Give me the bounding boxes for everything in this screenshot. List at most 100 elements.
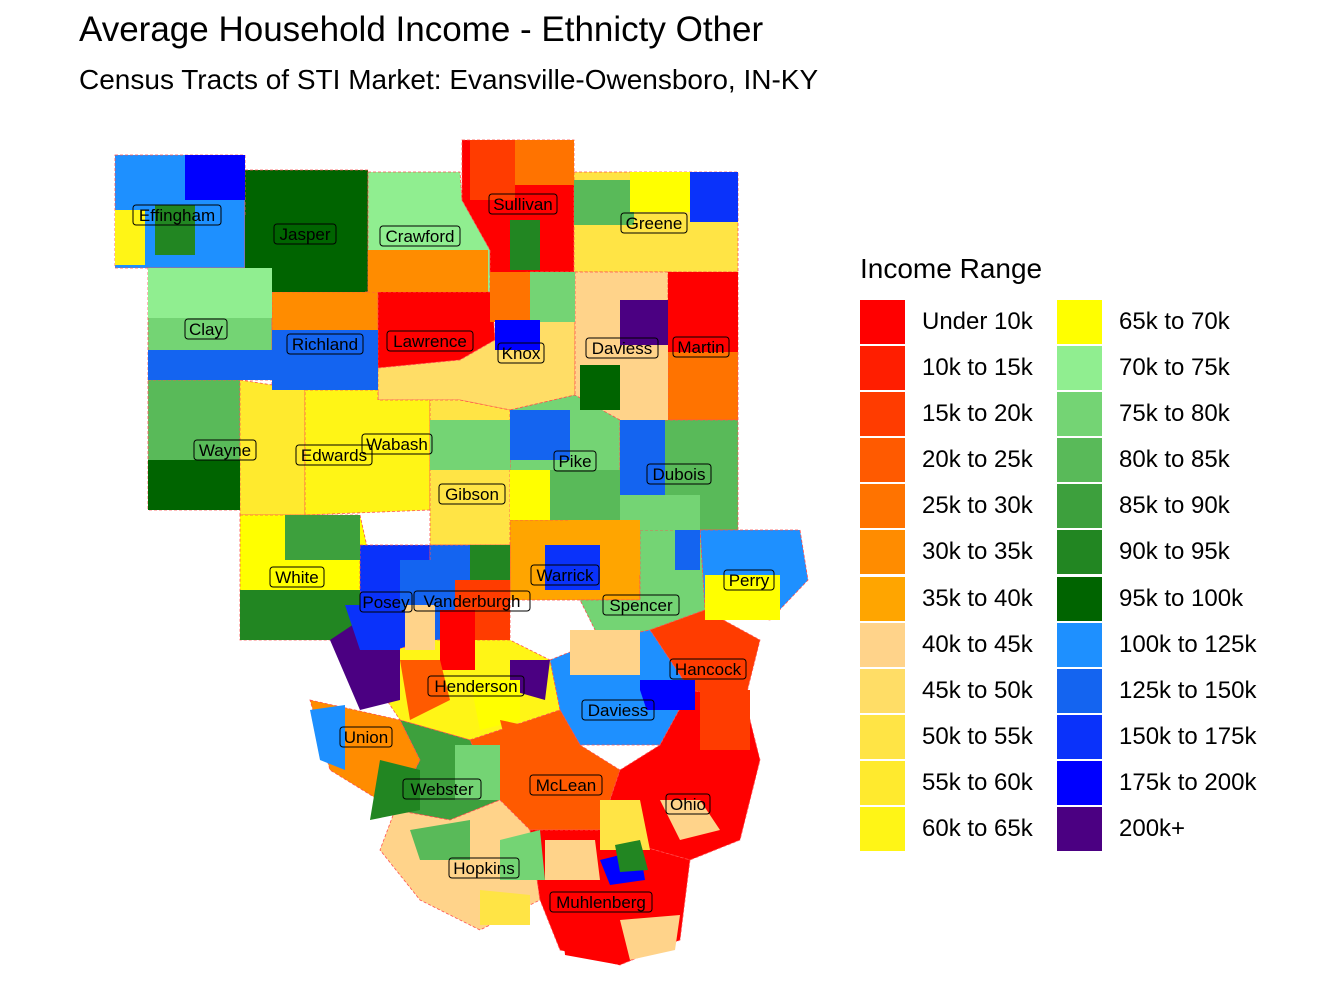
legend-label: 200k+ [1119, 815, 1186, 843]
label-white: White [269, 566, 325, 588]
svg-text:Clay: Clay [189, 320, 224, 339]
svg-text:Edwards: Edwards [301, 446, 367, 465]
svg-text:Hancock: Hancock [675, 660, 742, 679]
legend-swatch [1057, 807, 1102, 852]
legend-swatch [860, 576, 905, 621]
legend-swatch [1057, 438, 1102, 483]
legend-label: 80k to 85k [1119, 446, 1230, 474]
legend-swatch [860, 807, 905, 852]
svg-text:Crawford: Crawford [386, 227, 455, 246]
svg-text:Greene: Greene [626, 214, 683, 233]
svg-text:Warrick: Warrick [537, 566, 594, 585]
label-pike: Pike [553, 450, 597, 472]
legend-swatch [1057, 714, 1102, 759]
label-spencer: Spencer [602, 594, 680, 616]
legend-swatch [1057, 346, 1102, 391]
legend-swatch [860, 346, 905, 391]
legend-label: 85k to 90k [1119, 492, 1230, 520]
county-spencer [579, 529, 706, 641]
svg-text:Daviess: Daviess [592, 339, 652, 358]
label-warrick: Warrick [530, 564, 600, 586]
label-henderson: Henderson [427, 675, 525, 697]
legend-label: 55k to 60k [922, 768, 1033, 796]
legend-label: 70k to 75k [1119, 354, 1230, 382]
label-daviess-ky: Daviess [581, 699, 655, 721]
legend-swatch [1057, 392, 1102, 437]
legend-label: 15k to 20k [922, 400, 1033, 428]
svg-text:Posey: Posey [362, 593, 410, 612]
svg-text:Lawrence: Lawrence [393, 332, 467, 351]
svg-text:Knox: Knox [502, 344, 541, 363]
legend-swatch [860, 392, 905, 437]
svg-text:Richland: Richland [292, 335, 358, 354]
label-sullivan: Sullivan [488, 193, 558, 215]
legend-swatch [1057, 760, 1102, 805]
legend-swatch [1057, 484, 1102, 529]
svg-text:Sullivan: Sullivan [493, 195, 553, 214]
legend-label: 25k to 30k [922, 492, 1033, 520]
label-effingham: Effingham [132, 204, 222, 226]
svg-text:White: White [275, 568, 318, 587]
legend-label: 50k to 55k [922, 722, 1033, 750]
legend-swatch [860, 760, 905, 805]
legend-swatch [860, 484, 905, 529]
label-union: Union [339, 726, 393, 748]
legend-swatch [860, 300, 905, 344]
svg-text:Jasper: Jasper [279, 225, 330, 244]
svg-text:Spencer: Spencer [609, 596, 673, 615]
svg-text:Wabash: Wabash [366, 435, 428, 454]
label-perry: Perry [723, 569, 775, 591]
legend-label: 20k to 25k [922, 446, 1033, 474]
legend-label: 45k to 50k [922, 676, 1033, 704]
label-dubois: Dubois [646, 463, 712, 485]
legend-label: 75k to 80k [1119, 400, 1230, 428]
chart-subtitle: Census Tracts of STI Market: Evansville-… [79, 64, 819, 95]
label-clay: Clay [184, 318, 228, 340]
svg-text:Daviess: Daviess [588, 701, 648, 720]
svg-text:Henderson: Henderson [434, 677, 517, 696]
svg-text:Union: Union [344, 728, 388, 747]
label-gibson: Gibson [438, 483, 506, 505]
choropleth-map: Effingham Jasper Crawford Sullivan Green… [114, 139, 809, 966]
label-edwards: Edwards [295, 444, 373, 466]
legend-label: 30k to 35k [922, 538, 1033, 566]
svg-text:Perry: Perry [729, 571, 770, 590]
label-mclean: McLean [529, 774, 603, 796]
svg-text:Webster: Webster [411, 780, 474, 799]
legend-swatch [860, 438, 905, 483]
label-richland: Richland [286, 333, 364, 355]
svg-text:Hopkins: Hopkins [453, 859, 514, 878]
svg-text:Muhlenberg: Muhlenberg [556, 893, 646, 912]
legend-label: 100k to 125k [1119, 630, 1257, 658]
legend-label: 60k to 65k [922, 815, 1033, 843]
legend-swatch [1057, 530, 1102, 575]
label-greene: Greene [620, 212, 688, 234]
svg-text:Pike: Pike [558, 452, 591, 471]
label-daviess-in: Daviess [585, 337, 659, 359]
legend-label: 35k to 40k [922, 584, 1033, 612]
legend-label: 65k to 70k [1119, 308, 1230, 335]
svg-text:Gibson: Gibson [445, 485, 499, 504]
legend-label: 150k to 175k [1119, 722, 1257, 750]
svg-text:McLean: McLean [536, 776, 596, 795]
label-hopkins: Hopkins [448, 857, 520, 879]
legend-swatch [1057, 300, 1102, 344]
svg-text:Wayne: Wayne [199, 441, 251, 460]
legend-swatch [860, 622, 905, 667]
label-knox: Knox [497, 342, 545, 364]
svg-text:Effingham: Effingham [139, 206, 215, 225]
label-ohio: Ohio [665, 793, 711, 815]
chart-title: Average Household Income - Ethnicty Othe… [79, 10, 764, 49]
legend-swatch [860, 668, 905, 713]
label-hancock: Hancock [669, 658, 747, 680]
svg-text:Vanderburgh: Vanderburgh [423, 592, 520, 611]
legend-swatch [1057, 576, 1102, 621]
legend-label: 175k to 200k [1119, 768, 1257, 796]
label-muhlenberg: Muhlenberg [549, 891, 653, 913]
label-posey: Posey [359, 591, 413, 613]
label-jasper: Jasper [273, 223, 337, 245]
legend-label: 125k to 150k [1119, 676, 1257, 704]
label-wabash: Wabash [361, 433, 433, 455]
legend-swatch [1057, 622, 1102, 667]
legend-label: 10k to 15k [922, 354, 1033, 382]
